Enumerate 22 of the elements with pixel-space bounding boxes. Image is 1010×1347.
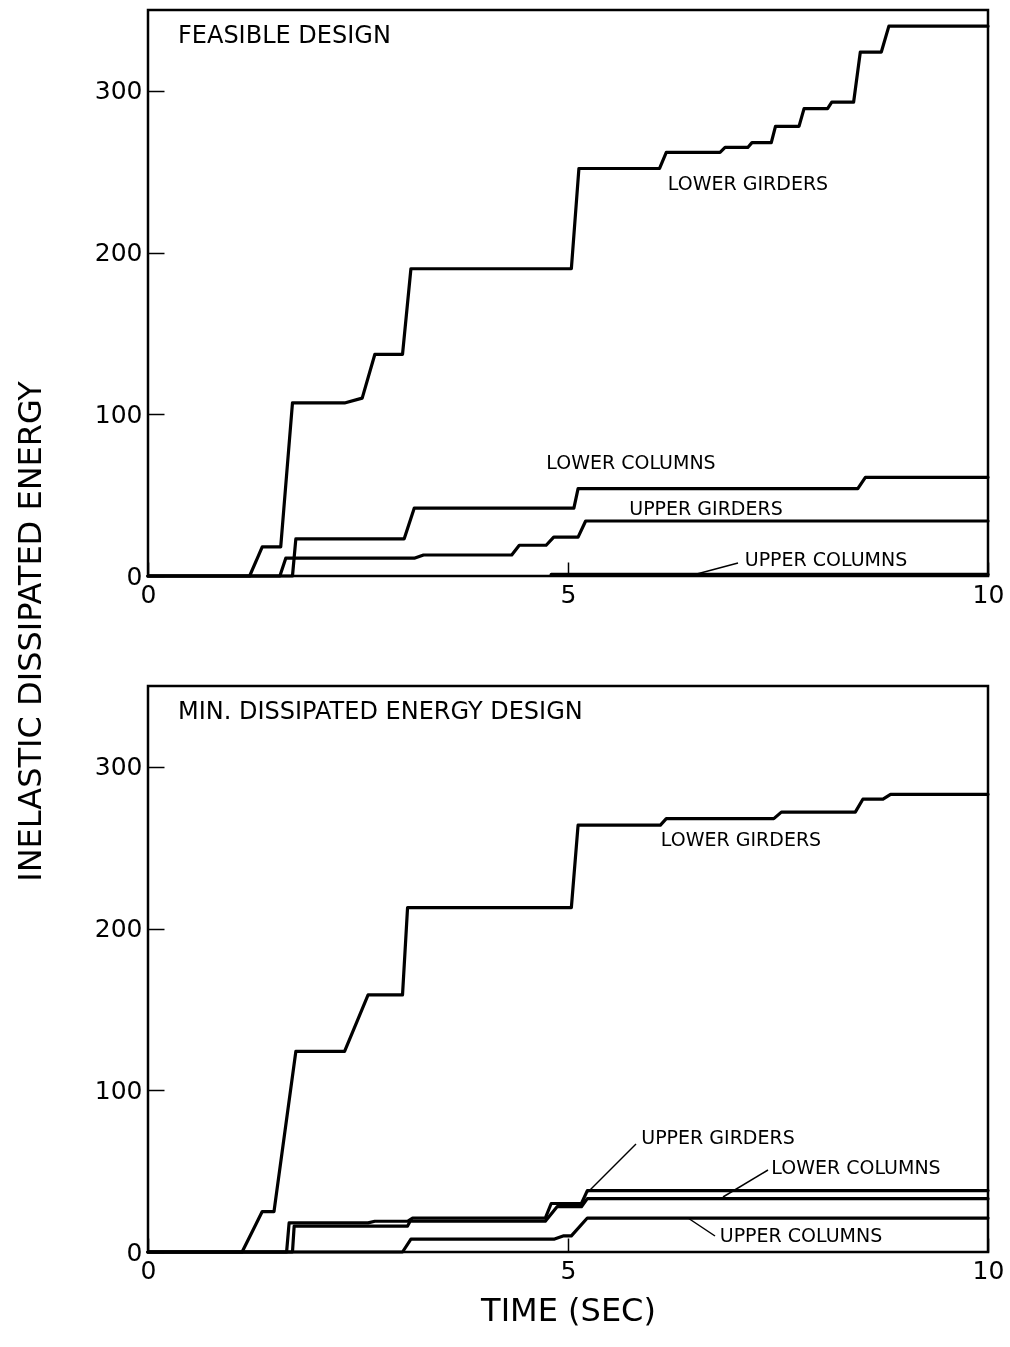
y-tick-label: 300 (94, 76, 143, 106)
x-tick-label: 5 (560, 1255, 577, 1285)
series-label: LOWER GIRDERS (660, 828, 822, 850)
y-tick-label: 100 (94, 399, 143, 429)
y-axis-title: INELASTIC DISSIPATED ENERGY (10, 380, 49, 882)
text: UPPER GIRDERS (641, 1126, 795, 1148)
text: FEASIBLE DESIGN (178, 21, 391, 49)
x-tick-label: 5 (560, 579, 577, 609)
y-tick-label: 200 (94, 914, 143, 944)
series-label: LOWER COLUMNS (546, 451, 716, 473)
x-tick-label: 10 (972, 1255, 1005, 1285)
series-label: LOWER GIRDERS (667, 172, 829, 194)
text: MIN. DISSIPATED ENERGY DESIGN (178, 697, 583, 725)
legend-label: UPPER COLUMNS (719, 1224, 883, 1246)
series-label: LOWER COLUMNS (771, 1156, 941, 1178)
y-tick-label: 300 (94, 752, 143, 782)
legend-label: UPPER COLUMNS (744, 548, 908, 570)
y-tick-label: 200 (94, 238, 143, 268)
y-tick-label: 100 (94, 1075, 143, 1105)
series-label: UPPER GIRDERS (629, 497, 783, 519)
x-axis-title: TIME (SEC) (480, 1290, 656, 1329)
x-tick-label: 10 (972, 579, 1005, 609)
